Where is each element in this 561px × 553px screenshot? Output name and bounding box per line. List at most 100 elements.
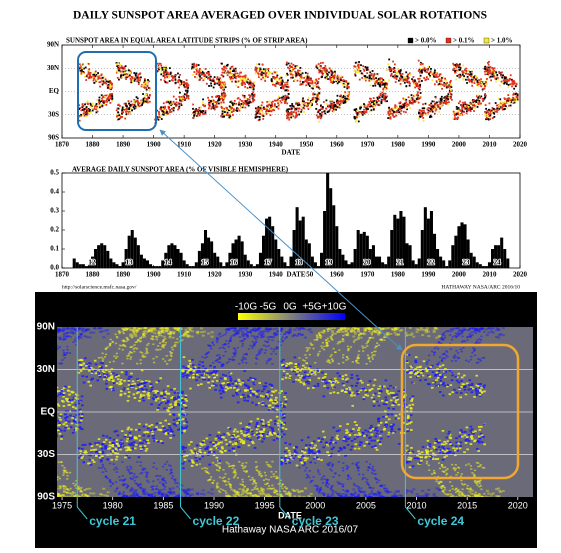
sunspot-patch	[321, 106, 324, 109]
sunspot-patch	[117, 107, 120, 110]
field-patch	[57, 495, 59, 497]
sunspot-patch	[384, 92, 387, 95]
sunspot-patch	[381, 81, 384, 84]
sunspot-patch	[330, 72, 333, 74]
sunspot-patch	[347, 82, 350, 85]
sunspot-patch	[437, 83, 440, 86]
field-patch	[59, 487, 62, 489]
field-patch	[102, 336, 106, 339]
sunspot-patch	[459, 68, 462, 71]
field-patch	[77, 338, 80, 340]
field-patch	[166, 409, 169, 412]
sunspot-patch	[347, 86, 350, 88]
sunspot-patch	[396, 75, 399, 78]
sunspot-patch	[131, 109, 133, 112]
sunspot-patch	[488, 113, 491, 116]
sunspot-patch	[345, 80, 348, 82]
sunspot-patch	[443, 99, 446, 102]
sunspot-patch	[104, 95, 106, 98]
sunspot-patch	[135, 100, 138, 103]
sunspot-patch	[121, 70, 124, 73]
sunspot-patch	[457, 110, 460, 112]
sunspot-patch	[222, 110, 225, 113]
field-patch	[60, 389, 64, 392]
sunspot-patch	[124, 102, 127, 105]
sunspot-patch	[285, 110, 288, 112]
field-patch	[134, 387, 138, 390]
sunspot-patch	[384, 81, 387, 84]
sunspot-patch	[318, 92, 321, 94]
sunspot-patch	[499, 71, 502, 74]
sunspot-patch	[390, 69, 393, 72]
sunspot-patch	[421, 71, 423, 74]
sunspot-patch	[458, 63, 461, 66]
sunspot-patch	[87, 68, 89, 71]
sunspot-patch	[390, 72, 393, 75]
sunspot-patch	[183, 93, 186, 96]
field-patch	[173, 387, 176, 390]
sunspot-patch	[356, 113, 359, 116]
sunspot-patch	[239, 107, 242, 109]
sunspot-patch	[191, 66, 194, 69]
sunspot-patch	[365, 69, 368, 71]
sunspot-patch	[108, 99, 110, 102]
sunspot-patch	[228, 116, 231, 119]
sunspot-patch	[119, 70, 122, 73]
sunspot-patch	[98, 99, 101, 102]
sunspot-patch	[320, 113, 323, 116]
sunspot-patch	[392, 114, 394, 117]
sunspot-patch	[417, 91, 419, 94]
sunspot-patch	[257, 67, 260, 70]
bar	[475, 262, 479, 268]
field-patch	[62, 327, 66, 330]
sunspot-patch	[324, 70, 326, 73]
sunspot-patch	[511, 85, 513, 88]
sunspot-patch	[207, 96, 209, 99]
sunspot-patch	[430, 105, 433, 107]
sunspot-patch	[133, 72, 136, 74]
sunspot-patch	[479, 103, 482, 106]
sunspot-patch	[453, 64, 455, 66]
sunspot-patch	[477, 94, 479, 97]
sunspot-patch	[379, 78, 382, 80]
sunspot-patch	[286, 84, 289, 87]
sunspot-patch	[503, 108, 505, 111]
sunspot-patch	[166, 100, 169, 103]
sunspot-patch	[136, 105, 139, 108]
sunspot-patch	[333, 77, 335, 80]
sunspot-patch	[269, 71, 272, 74]
sunspot-patch	[438, 100, 441, 103]
sunspot-patch	[264, 70, 267, 73]
sunspot-patch	[275, 105, 278, 108]
sunspot-patch	[144, 100, 147, 103]
sunspot-patch	[513, 82, 516, 85]
sunspot-patch	[315, 107, 318, 110]
sunspot-patch	[137, 102, 140, 104]
sunspot-patch	[196, 70, 198, 73]
field-patch	[134, 447, 137, 450]
sunspot-patch	[214, 106, 217, 109]
sunspot-patch	[261, 69, 263, 72]
sunspot-patch	[490, 72, 493, 75]
sunspot-patch	[182, 95, 185, 97]
bar	[481, 266, 485, 268]
sunspot-patch	[116, 65, 119, 68]
sunspot-patch	[365, 104, 368, 107]
sunspot-patch	[162, 113, 165, 116]
field-patch	[63, 466, 66, 469]
sunspot-patch	[493, 108, 495, 110]
sunspot-patch	[332, 82, 334, 85]
sunspot-patch	[353, 116, 356, 119]
sunspot-patch	[399, 78, 402, 81]
field-patch	[70, 496, 74, 497]
bar	[335, 226, 339, 268]
sunspot-patch	[419, 61, 422, 64]
sunspot-patch	[297, 110, 300, 113]
sunspot-patch	[357, 71, 360, 73]
field-patch	[72, 495, 76, 497]
sunspot-patch	[399, 69, 402, 72]
sunspot-patch	[130, 107, 133, 110]
sunspot-patch	[493, 115, 496, 118]
sunspot-patch	[137, 83, 140, 85]
field-patch	[57, 419, 60, 422]
